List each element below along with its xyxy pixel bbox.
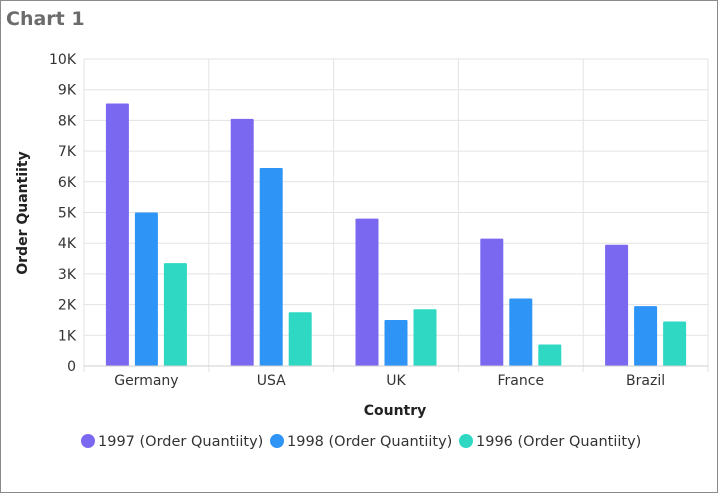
y-tick-label: 7K bbox=[58, 144, 77, 160]
legend-label: 1996 (Order Quantiity) bbox=[476, 434, 641, 450]
x-tick-label: Germany bbox=[114, 373, 178, 389]
bar-uk-series-0 bbox=[355, 218, 379, 366]
legend-item[interactable]: 1996 (Order Quantiity) bbox=[459, 434, 641, 450]
legend-label: 1997 (Order Quantiity) bbox=[98, 434, 263, 450]
x-tick-label: Brazil bbox=[626, 373, 665, 389]
y-tick-label: 6K bbox=[58, 175, 77, 191]
legend: 1997 (Order Quantiity) 1998 (Order Quanti… bbox=[81, 434, 641, 450]
y-tick-label: 5K bbox=[58, 206, 77, 222]
x-tick-label: France bbox=[498, 373, 545, 389]
axes: 0 1K 2K 3K 4K 5K 6K 7K 8K 9K 10K Germany USA UK France… bbox=[15, 52, 708, 419]
x-axis-title: Country bbox=[364, 403, 427, 419]
legend-item[interactable]: 1998 (Order Quantiity) bbox=[270, 434, 452, 450]
legend-label: 1998 (Order Quantiity) bbox=[287, 434, 452, 450]
bar-brazil-series-0 bbox=[605, 244, 629, 366]
y-axis-title: Order Quantiity bbox=[15, 151, 31, 275]
legend-marker bbox=[270, 434, 284, 448]
bars bbox=[105, 103, 687, 367]
gridlines bbox=[83, 58, 709, 372]
y-tick-label: 2K bbox=[58, 298, 77, 314]
y-tick-label: 4K bbox=[58, 236, 77, 252]
bar-france-series-0 bbox=[480, 238, 504, 366]
bar-usa-series-2 bbox=[288, 312, 312, 366]
bar-usa-series-0 bbox=[230, 118, 254, 367]
bar-uk-series-1 bbox=[384, 319, 408, 366]
bar-france-series-1 bbox=[509, 298, 533, 366]
bar-uk-series-2 bbox=[413, 309, 437, 366]
bar-germany-series-2 bbox=[163, 263, 187, 366]
y-tick-label: 10K bbox=[49, 52, 77, 68]
bar-usa-series-1 bbox=[259, 167, 283, 366]
bar-brazil-series-1 bbox=[634, 306, 658, 366]
y-tick-label: 8K bbox=[58, 113, 77, 129]
chart-title: Chart 1 bbox=[6, 8, 85, 30]
bar-germany-series-0 bbox=[105, 103, 129, 366]
y-tick-label: 0 bbox=[67, 359, 76, 375]
legend-marker bbox=[459, 434, 473, 448]
y-tick-label: 1K bbox=[58, 328, 77, 344]
x-tick-label: USA bbox=[257, 373, 286, 389]
bar-germany-series-1 bbox=[134, 212, 158, 366]
y-tick-label: 9K bbox=[58, 83, 77, 99]
x-tick-label: UK bbox=[386, 373, 406, 389]
legend-item[interactable]: 1997 (Order Quantiity) bbox=[81, 434, 263, 450]
bar-france-series-2 bbox=[538, 344, 562, 366]
legend-marker bbox=[81, 434, 95, 448]
y-tick-label: 3K bbox=[58, 267, 77, 283]
bar-brazil-series-2 bbox=[663, 321, 687, 366]
